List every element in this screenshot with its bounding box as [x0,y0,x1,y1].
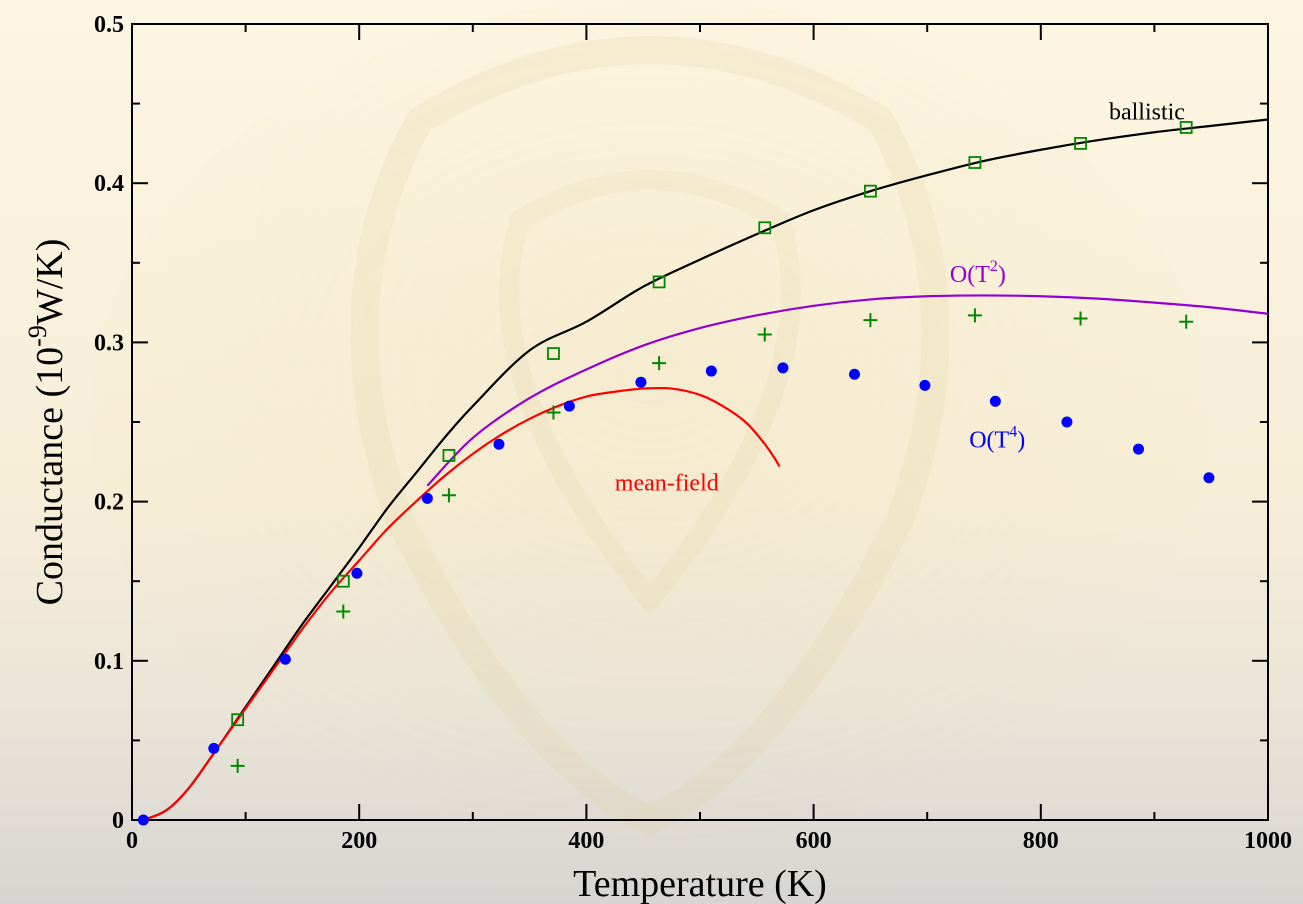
annotation-mean-field: mean-field [615,470,719,496]
data-point-circle [563,400,575,412]
x-tick-label: 800 [1023,828,1059,854]
series-line-mean-field [142,386,781,822]
data-point-plus [652,356,667,371]
data-point-circle [351,567,363,579]
data-point-circle [1203,472,1215,484]
data-point-plus [441,488,456,503]
x-tick-label: 0 [126,828,138,854]
annotation-o-t2: O(T2) [950,258,1006,288]
x-tick-label: 600 [796,828,832,854]
data-point-circle [919,379,931,391]
data-point-circle [493,438,505,450]
data-point-circle [848,368,860,380]
data-point-circle [705,365,717,377]
data-point-plus [336,604,351,619]
data-point-square [864,184,877,198]
data-point-square [1179,121,1193,134]
data-point-circle [137,814,149,826]
data-point-circle [989,395,1001,407]
x-tick-label: 1000 [1244,828,1292,854]
y-tick-label: 0.2 [94,490,124,516]
y-tick-label: 0 [112,808,124,834]
data-point-plus [757,327,772,342]
data-point-square [547,347,560,360]
data-point-plus [967,308,982,323]
data-point-square [968,156,982,169]
data-point-plus [863,313,878,328]
data-series [137,118,1269,826]
y-tick-label: 0.1 [94,649,124,675]
data-point-square [1074,136,1087,150]
series-line-o-t-2 [426,294,1269,487]
data-point-plus [1179,314,1194,329]
series-line-ballistic [142,118,1269,822]
y-axis-title: Conductance (10-9W/K) [23,239,71,606]
y-tick-label: 0.5 [94,12,124,38]
data-point-circle [1132,443,1144,455]
data-point-circle [208,742,220,754]
data-point-plus [230,758,245,773]
data-point-circle [777,362,789,374]
annotations: ballistic O(T2) mean-field O(T4) [615,100,1185,497]
data-point-square [652,275,666,289]
data-point-square [336,574,350,588]
data-point-circle [279,653,291,665]
x-tick-label: 200 [341,828,377,854]
background-watermark [90,0,1210,840]
y-axis-title-suffix: W/K) [29,239,71,326]
data-point-plus [546,405,561,420]
plot-area: 0 200 400 600 800 1000 0 0.1 0.2 0.3 0.4 0.5 ballis… [94,12,1292,854]
y-tick-label: 0.4 [94,171,124,197]
axis-ticks: 0 200 400 600 800 1000 0 0.1 0.2 0.3 0.4 0.5 [94,12,1292,854]
x-tick-label: 400 [568,828,604,854]
y-axis-title-exponent: -9 [23,325,52,347]
data-point-square [442,449,456,462]
data-point-plus [1073,311,1088,326]
data-point-circle [1061,416,1073,428]
annotation-o-t4: O(T4) [969,423,1025,453]
x-axis-title: Temperature (K) [573,863,827,904]
y-tick-label: 0.3 [94,330,124,356]
data-point-circle [421,492,433,504]
y-axis-title-prefix: Conductance (10 [29,347,71,606]
data-point-square [758,221,772,235]
data-point-circle [635,376,647,388]
data-point-square [231,713,245,727]
annotation-ballistic: ballistic [1109,100,1185,126]
